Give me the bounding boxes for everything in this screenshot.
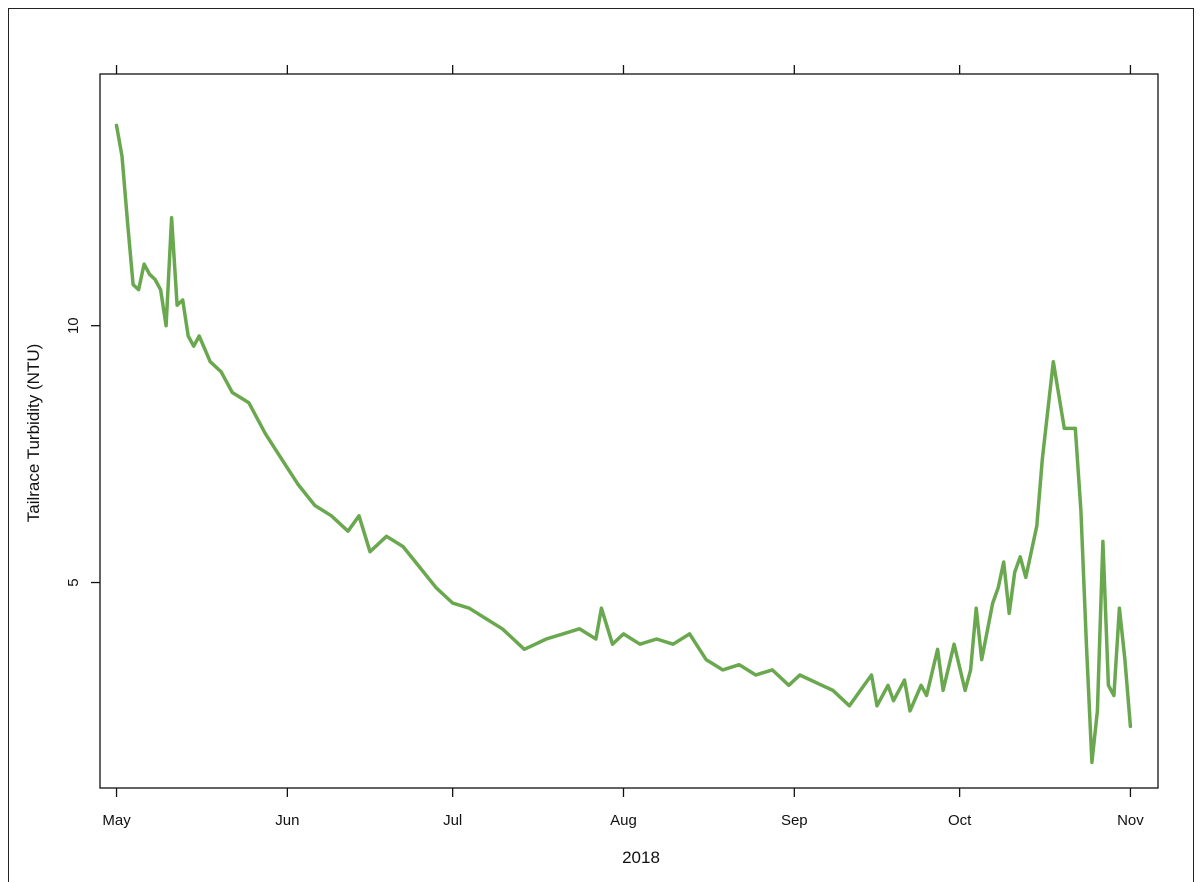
y-axis-ticks: 5 10 — [65, 317, 100, 587]
x-tick-label-oct: Oct — [948, 812, 972, 829]
x-axis-title: 2018 — [622, 848, 660, 867]
x-axis-ticks: May Jun Jul Aug Sep Oct Nov — [102, 65, 1144, 829]
chart-frame — [8, 8, 1194, 882]
y-axis-title: Tailrace Turbidity (NTU) — [24, 344, 43, 523]
y-tick-label-10: 10 — [65, 317, 82, 334]
plot-area-border — [99, 73, 1159, 789]
x-tick-label-nov: Nov — [1117, 812, 1144, 829]
x-tick-label-sep: Sep — [781, 812, 808, 829]
y-tick-label-5: 5 — [65, 578, 82, 586]
x-tick-label-may: May — [102, 812, 131, 829]
turbidity-series-line — [114, 123, 1133, 765]
x-tick-label-jul: Jul — [443, 812, 462, 829]
x-tick-label-aug: Aug — [610, 812, 637, 829]
x-tick-label-jun: Jun — [275, 812, 299, 829]
